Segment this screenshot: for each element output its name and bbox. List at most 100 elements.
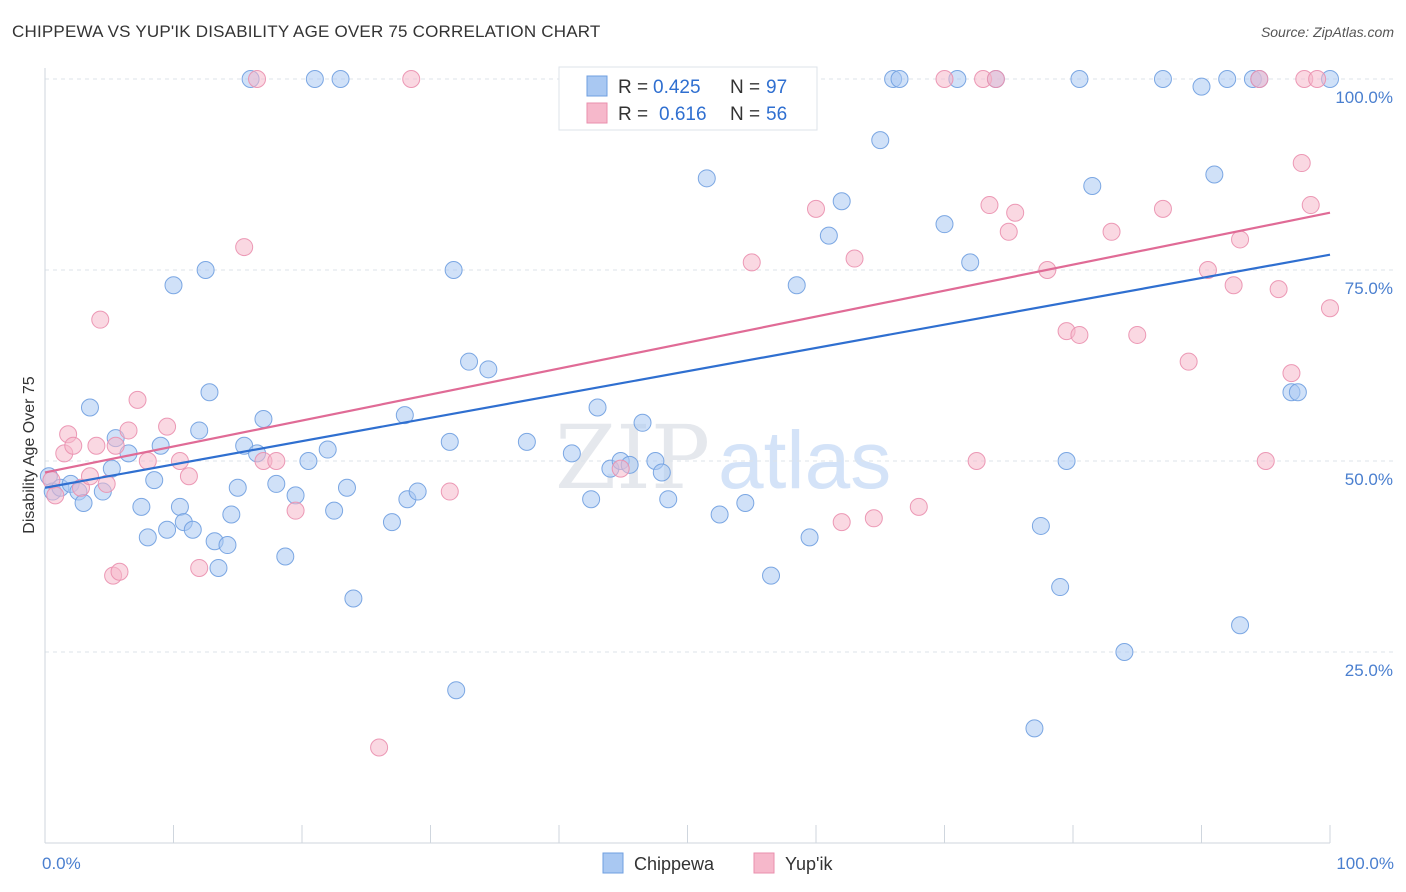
y-tick-labels: 25.0% 50.0% 75.0% 100.0%	[1335, 88, 1393, 680]
chippewa-point	[151, 436, 170, 455]
chippewa-point	[170, 497, 189, 516]
yupik-point	[91, 310, 110, 329]
yupik-point	[97, 474, 116, 493]
watermark: ZIP atlas	[555, 406, 891, 509]
chippewa-point	[440, 432, 459, 451]
yupik-point	[1070, 325, 1089, 344]
yupik-point	[1308, 70, 1327, 88]
chippewa-point	[890, 70, 909, 88]
y-tick-label-75: 75.0%	[1345, 279, 1393, 298]
chippewa-point	[1051, 578, 1070, 597]
chippewa-point	[444, 261, 463, 279]
yupik-point	[110, 562, 129, 581]
yupik-point	[190, 558, 209, 577]
yupik-point	[1153, 199, 1172, 218]
yupik-point	[986, 70, 1005, 88]
chippewa-point	[819, 226, 838, 245]
chippewa-point	[1031, 516, 1050, 535]
yupik-point	[370, 738, 389, 757]
chippewa-point	[787, 276, 806, 295]
chippewa-point	[1057, 452, 1076, 470]
yupik-point	[807, 199, 825, 218]
chippewa-point	[1070, 70, 1089, 88]
chippewa-point	[382, 513, 401, 532]
y-tick-label-100: 100.0%	[1335, 88, 1393, 107]
yupik-point	[935, 70, 954, 88]
chippewa-point	[871, 131, 890, 150]
legend-r-label-yupik: R =	[618, 104, 648, 125]
chippewa-point	[138, 528, 157, 547]
chippewa-point	[305, 70, 324, 88]
chippewa-point	[164, 276, 183, 295]
yupik-point	[742, 253, 761, 272]
chippewa-point	[1083, 176, 1102, 195]
yupik-point	[980, 196, 999, 215]
legend-bottom-swatch-chippewa	[602, 852, 624, 874]
yupik-point	[1250, 70, 1269, 88]
x-tick-label-0: 0.0%	[42, 854, 81, 873]
legend-r-value-chippewa: 0.425	[653, 77, 701, 98]
chippewa-point	[1231, 616, 1250, 635]
chippewa-point	[158, 520, 177, 539]
chippewa-point	[222, 505, 241, 524]
chippewa-point	[582, 490, 601, 509]
legend-bottom-swatch-yupik	[753, 852, 775, 874]
yupik-point	[1282, 364, 1301, 383]
chippewa-point	[1025, 719, 1044, 738]
yupik-point	[106, 436, 125, 455]
chippewa-point	[588, 398, 607, 417]
chippewa-point	[183, 520, 202, 539]
chippewa-point	[1218, 70, 1237, 88]
yupik-point	[845, 249, 864, 268]
yupik-point	[1321, 299, 1339, 318]
chippewa-point	[1288, 383, 1307, 402]
yupik-point	[1301, 196, 1320, 215]
y-axis-title: Disability Age Over 75	[21, 376, 38, 534]
chippewa-point	[517, 432, 536, 451]
chippewa-point	[479, 360, 498, 379]
y-tick-label-25: 25.0%	[1345, 661, 1393, 680]
yupik-point	[832, 513, 851, 532]
chippewa-point	[145, 471, 164, 490]
yupik-point	[1102, 222, 1121, 241]
chippewa-point	[286, 486, 305, 505]
yupik-point	[248, 70, 267, 88]
yupik-point	[999, 222, 1018, 241]
legend-bottom-label-yupik: Yup'ik	[785, 854, 833, 874]
legend-r-label-chippewa: R =	[618, 77, 648, 98]
chippewa-point	[218, 536, 237, 555]
chippewa-point	[318, 440, 337, 459]
chippewa-points	[39, 70, 1339, 738]
chippewa-point	[331, 70, 350, 88]
yupik-trend-line	[44, 211, 1331, 474]
chippewa-point	[337, 478, 356, 497]
legend-swatch-yupik	[586, 102, 608, 124]
chippewa-point	[408, 482, 427, 501]
legend-top: R = 0.425 N = 97 R = 0.616 N = 56	[558, 66, 818, 131]
source-credit: Source: ZipAtlas.com	[1260, 24, 1394, 40]
chippewa-point	[800, 528, 819, 547]
axes	[44, 68, 1331, 844]
chippewa-point	[697, 169, 716, 188]
x-tick-label-100: 100.0%	[1336, 854, 1394, 873]
yupik-point	[1198, 261, 1217, 279]
chippewa-point	[652, 463, 671, 482]
trend-lines	[44, 211, 1331, 489]
legend-n-label-yupik: N =	[730, 104, 760, 125]
chippewa-trend-line	[44, 253, 1331, 489]
chippewa-point	[659, 490, 678, 509]
chippewa-point	[299, 452, 318, 470]
yupik-point	[402, 70, 421, 88]
yupik-point	[1128, 325, 1147, 344]
yupik-point	[46, 486, 65, 505]
chippewa-point	[736, 494, 755, 513]
yupik-point	[1292, 154, 1311, 173]
yupik-point	[64, 436, 83, 455]
yupik-point	[1179, 352, 1198, 371]
legend-n-value-yupik: 56	[766, 104, 787, 125]
yupik-point	[611, 459, 630, 478]
legend-bottom-label-chippewa: Chippewa	[634, 854, 715, 874]
yupik-point	[179, 467, 198, 486]
yupik-point	[1006, 203, 1025, 222]
chippewa-point	[460, 352, 479, 371]
